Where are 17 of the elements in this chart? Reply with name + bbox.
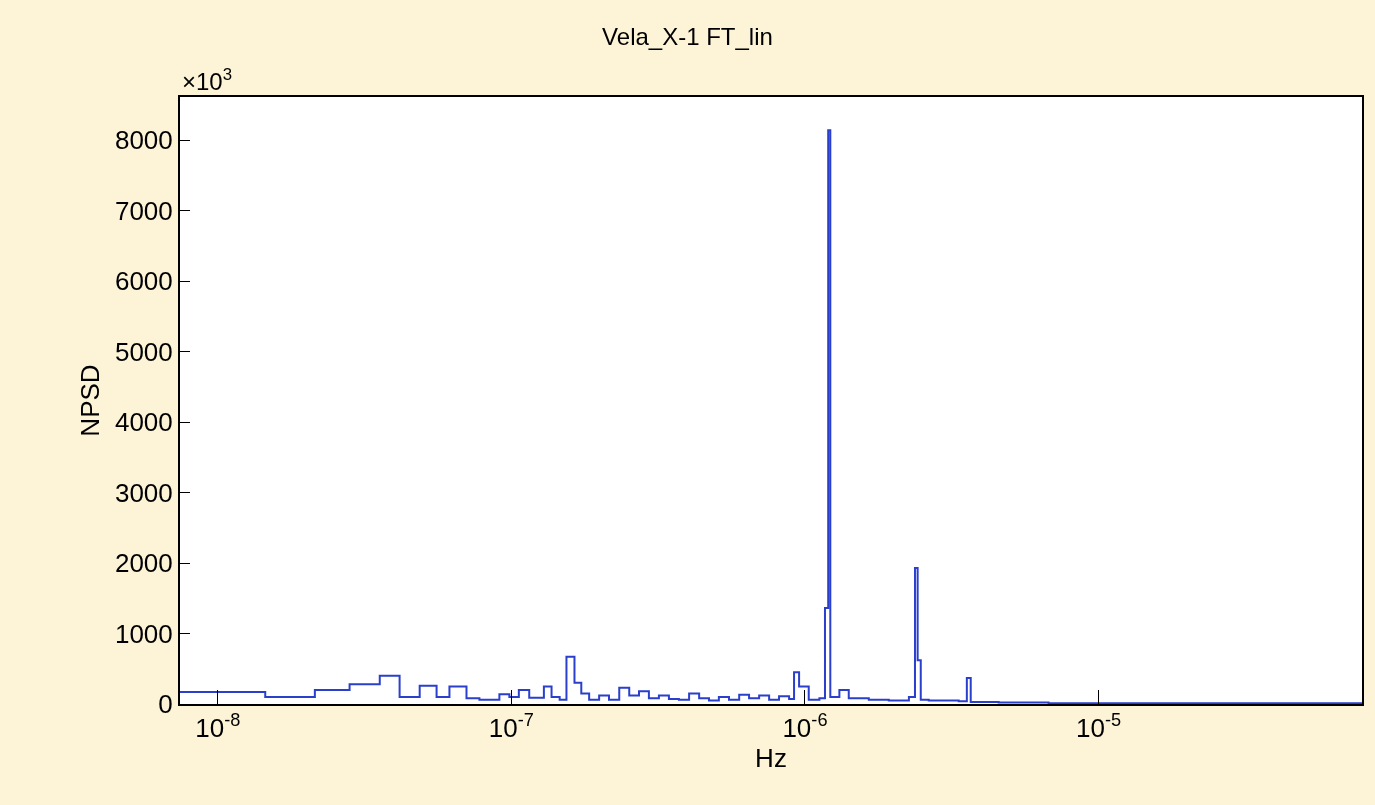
y-tick-label: 2000: [114, 548, 173, 579]
y-tick-label: 4000: [114, 407, 173, 438]
text: ×10$^{3}$: [182, 65, 233, 96]
y-tick-label: 6000: [114, 266, 173, 297]
x-tick-label: 10$^{-7}$: [488, 710, 534, 744]
x-tick-label: 10$^{-6}$: [782, 710, 828, 744]
y-tick-label: 1000: [114, 618, 173, 649]
y-tick-label: 3000: [114, 477, 173, 508]
y-tick-label: 7000: [114, 195, 173, 226]
y-axis-title: NPSD: [74, 364, 105, 437]
y-tick-label: 0: [158, 689, 173, 720]
x-tick-label: 10$^{-5}$: [1075, 710, 1122, 744]
x-tick-label: 10$^{-8}$: [195, 710, 241, 744]
y-tick-label: 8000: [114, 125, 173, 156]
chart-title: Vela_X-1 FT_lin: [602, 22, 773, 50]
x-axis-title: Hz: [755, 743, 787, 774]
y-tick-label: 5000: [114, 336, 173, 367]
